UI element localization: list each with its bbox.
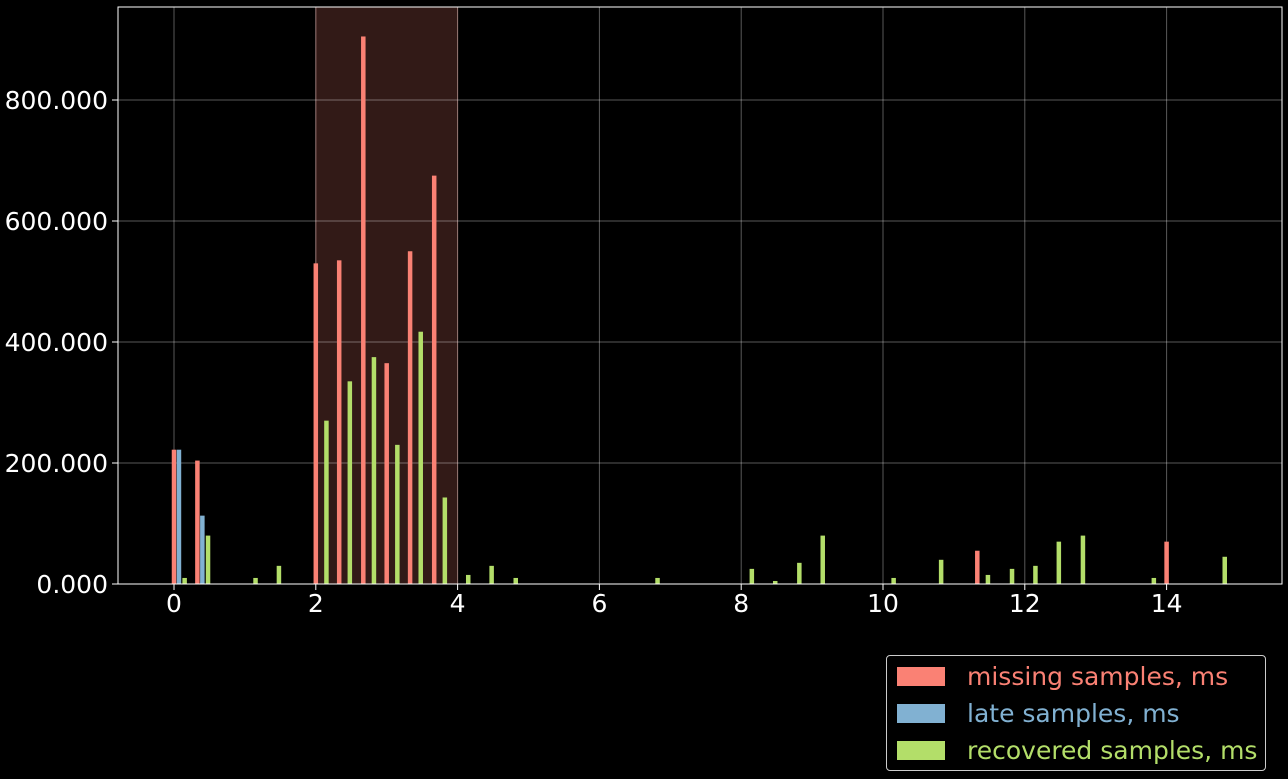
legend: missing samples, ms late samples, ms rec… [886, 655, 1266, 771]
bar-recovered [465, 574, 471, 584]
bar-missing [195, 460, 200, 584]
y-tick-label: 800.000 [5, 86, 108, 115]
bar-recovered [772, 580, 778, 584]
legend-item-recovered: recovered samples, ms [897, 735, 1257, 765]
bar-late [200, 515, 205, 584]
bar-recovered [489, 565, 494, 584]
bar-recovered [938, 559, 944, 584]
bar-missing [431, 175, 437, 584]
bar-recovered [513, 577, 518, 584]
bar-recovered [797, 562, 802, 584]
legend-swatch-late [897, 703, 945, 723]
bar-recovered [253, 577, 258, 584]
bar-recovered [442, 497, 448, 584]
bar-missing [384, 363, 389, 584]
x-tick-label: 0 [166, 589, 182, 618]
bar-missing [336, 260, 342, 584]
bar-recovered [1151, 577, 1157, 584]
legend-label-recovered: recovered samples, ms [967, 735, 1258, 765]
legend-item-late: late samples, ms [897, 698, 1180, 728]
bar-recovered [749, 568, 755, 584]
legend-item-missing: missing samples, ms [897, 661, 1228, 691]
y-tick-label: 200.000 [5, 449, 108, 478]
bar-recovered [1033, 565, 1038, 584]
bar-recovered [347, 381, 353, 584]
bar-missing [975, 550, 980, 584]
x-tick-label: 12 [1009, 589, 1041, 618]
bar-recovered [324, 420, 329, 584]
bar-recovered [1080, 535, 1086, 584]
legend-swatch-recovered [897, 740, 945, 760]
x-tick-label: 10 [867, 589, 899, 618]
bar-recovered [891, 577, 896, 584]
y-tick-label: 600.000 [5, 207, 108, 236]
bar-recovered [182, 577, 187, 584]
bar-recovered [1222, 556, 1227, 584]
bar-missing [407, 251, 413, 584]
x-tick-label: 8 [733, 589, 749, 618]
bar-recovered [205, 535, 211, 584]
x-tick-label: 4 [450, 589, 466, 618]
bar-recovered [395, 444, 400, 584]
legend-label-late: late samples, ms [967, 698, 1180, 728]
y-tick-label: 400.000 [5, 328, 108, 357]
bar-missing [313, 263, 319, 584]
bar-recovered [655, 577, 660, 584]
bar-missing [171, 449, 177, 584]
x-tick-label: 6 [591, 589, 607, 618]
bar-recovered [1056, 541, 1062, 584]
bar-missing [361, 36, 366, 585]
bar-recovered [1009, 568, 1015, 584]
legend-swatch-missing [897, 666, 945, 686]
x-tick-label: 2 [308, 589, 324, 618]
bar-recovered [820, 535, 825, 584]
bar-recovered [418, 331, 423, 584]
bar-recovered [276, 565, 282, 584]
bar-recovered [985, 574, 991, 584]
bar-missing [1164, 541, 1169, 584]
x-tick-label: 14 [1151, 589, 1183, 618]
bar-late [176, 449, 182, 584]
bar-recovered [371, 357, 377, 584]
plot-frame [117, 6, 1283, 585]
legend-label-missing: missing samples, ms [967, 661, 1229, 691]
y-tick-label: 0.000 [36, 570, 108, 599]
